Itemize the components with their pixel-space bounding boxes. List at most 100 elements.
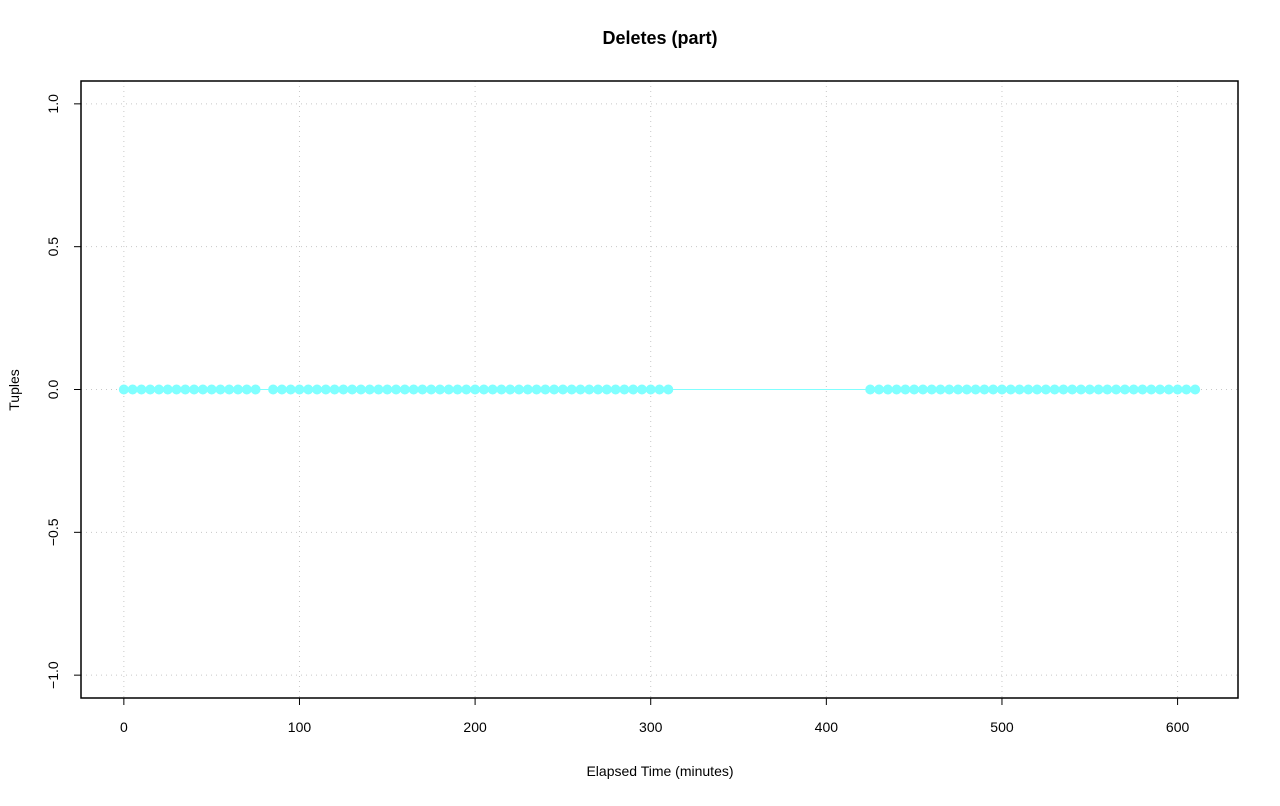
data-point xyxy=(505,384,516,395)
data-point xyxy=(312,384,323,395)
data-point xyxy=(1040,384,1051,395)
data-point xyxy=(540,384,551,395)
x-tick-label: 200 xyxy=(463,719,487,735)
data-point xyxy=(224,384,235,395)
data-point xyxy=(593,384,604,395)
data-point xyxy=(566,384,577,395)
data-point xyxy=(408,384,419,395)
data-point xyxy=(865,384,876,395)
data-point xyxy=(145,384,156,395)
data-point xyxy=(909,384,920,395)
data-point xyxy=(382,384,393,395)
data-point xyxy=(1119,384,1130,395)
y-tick-label: 0.0 xyxy=(45,380,61,400)
data-point xyxy=(443,384,454,395)
data-point xyxy=(1190,384,1201,395)
data-point xyxy=(654,384,665,395)
x-tick-label: 600 xyxy=(1166,719,1190,735)
data-point xyxy=(601,384,612,395)
data-point xyxy=(347,384,358,395)
data-point xyxy=(426,384,437,395)
data-point xyxy=(1084,384,1095,395)
data-point xyxy=(900,384,911,395)
data-point xyxy=(961,384,972,395)
data-point xyxy=(180,384,191,395)
data-point xyxy=(294,384,305,395)
data-point xyxy=(320,384,331,395)
data-point xyxy=(1102,384,1113,395)
data-point xyxy=(285,384,296,395)
data-point xyxy=(1075,384,1086,395)
data-point xyxy=(338,384,349,395)
data-point xyxy=(610,384,621,395)
y-axis-label: Tuples xyxy=(6,369,22,411)
data-point xyxy=(496,384,507,395)
data-point xyxy=(1172,384,1183,395)
data-point xyxy=(584,384,595,395)
data-point xyxy=(118,384,129,395)
plot-frame xyxy=(80,80,1239,699)
data-point xyxy=(953,384,964,395)
data-point xyxy=(979,384,990,395)
data-point xyxy=(478,384,489,395)
data-point xyxy=(399,384,410,395)
data-point xyxy=(355,384,366,395)
chart-title: Deletes (part) xyxy=(602,28,717,48)
data-point xyxy=(882,384,893,395)
data-point xyxy=(127,384,138,395)
data-point xyxy=(1155,384,1166,395)
data-point xyxy=(373,384,384,395)
data-point xyxy=(628,384,639,395)
x-tick-label: 400 xyxy=(815,719,839,735)
y-tick-label: −0.5 xyxy=(45,518,61,546)
data-point xyxy=(452,384,463,395)
data-point xyxy=(276,384,287,395)
data-point xyxy=(162,384,173,395)
y-tick-label: −1.0 xyxy=(45,661,61,689)
x-tick-label: 500 xyxy=(990,719,1014,735)
data-point xyxy=(197,384,208,395)
data-point xyxy=(136,384,147,395)
data-point xyxy=(241,384,252,395)
y-tick-label: 1.0 xyxy=(45,94,61,114)
data-point xyxy=(329,384,340,395)
data-point xyxy=(1128,384,1139,395)
data-point xyxy=(215,384,226,395)
data-point xyxy=(487,384,498,395)
data-point xyxy=(391,384,402,395)
data-point xyxy=(171,384,182,395)
data-point xyxy=(250,384,261,395)
data-point xyxy=(575,384,586,395)
data-point xyxy=(303,384,314,395)
data-point xyxy=(434,384,445,395)
data-point xyxy=(1005,384,1016,395)
data-point xyxy=(557,384,568,395)
data-point xyxy=(461,384,472,395)
data-point xyxy=(153,384,164,395)
data-point xyxy=(619,384,630,395)
data-point xyxy=(1032,384,1043,395)
data-point xyxy=(1014,384,1025,395)
data-point xyxy=(189,384,200,395)
data-point xyxy=(1067,384,1078,395)
data-point xyxy=(1023,384,1034,395)
data-point xyxy=(645,384,656,395)
x-tick-label: 0 xyxy=(120,719,128,735)
data-point xyxy=(522,384,533,395)
data-point xyxy=(1163,384,1174,395)
data-point xyxy=(1181,384,1192,395)
data-point xyxy=(417,384,428,395)
data-point xyxy=(549,384,560,395)
data-point xyxy=(636,384,647,395)
data-point xyxy=(233,384,244,395)
y-tick-label: 0.5 xyxy=(45,237,61,257)
data-point xyxy=(935,384,946,395)
data-point xyxy=(470,384,481,395)
data-point xyxy=(874,384,885,395)
x-tick-label: 300 xyxy=(639,719,663,735)
data-point xyxy=(926,384,937,395)
data-point xyxy=(268,384,279,395)
data-point xyxy=(891,384,902,395)
data-point xyxy=(1146,384,1157,395)
